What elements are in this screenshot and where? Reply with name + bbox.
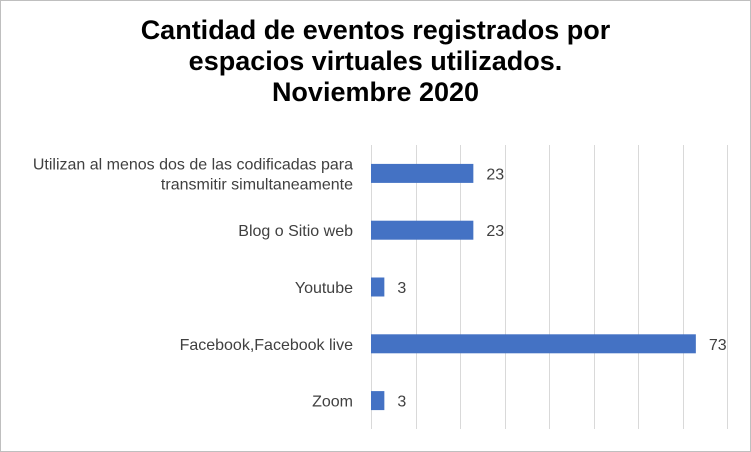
bar-2 — [371, 277, 385, 297]
bar-4 — [371, 391, 385, 411]
category-label-1: Blog o Sitio web — [238, 223, 353, 240]
chart-title: Cantidad de eventos registrados por espa… — [1, 15, 750, 108]
bar-0 — [371, 163, 474, 183]
chart-title-line-3: Noviembre 2020 — [271, 77, 480, 107]
data-label-1: 23 — [486, 223, 504, 240]
category-label-0-line-0: Utilizan al menos dos de las codificadas… — [33, 156, 353, 173]
category-label-4: Zoom — [312, 394, 353, 411]
chart-title-line-2: espacios virtuales utilizados. — [188, 46, 563, 76]
bar-1 — [371, 220, 474, 240]
data-label-2: 3 — [397, 280, 406, 297]
category-label-3: Facebook,Facebook live — [180, 337, 354, 354]
chart-title-line-1: Cantidad de eventos registrados por — [140, 15, 611, 45]
category-label-0-line-1: transmitir simultaneamente — [161, 176, 353, 193]
data-label-3: 73 — [709, 337, 727, 354]
data-label-0: 23 — [486, 166, 504, 183]
bar-3 — [371, 334, 696, 354]
category-label-2: Youtube — [295, 280, 353, 297]
data-label-4: 3 — [397, 394, 406, 411]
